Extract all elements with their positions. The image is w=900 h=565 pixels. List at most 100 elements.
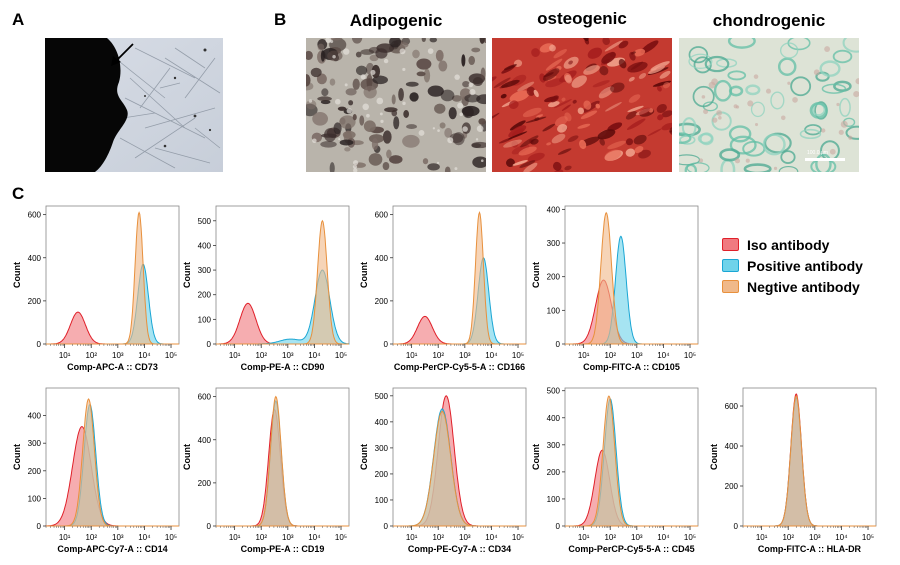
histogram-cd73: 0 200 400 600 10¹ 10² 10³ 10⁴ 10⁵ Comp-APC-A :: C… [10,200,185,380]
x-tick-label: 10¹ [756,533,768,542]
y-tick-label: 0 [207,340,212,349]
series-positive [565,398,698,527]
y-axis-label: Count [359,262,369,288]
y-tick-label: 400 [375,418,389,427]
x-tick-label: 10⁵ [862,533,874,542]
x-tick-label: 10³ [282,351,294,360]
x-tick-label: 10¹ [229,351,241,360]
series-positive [393,257,526,345]
osteogenic-image [492,38,672,172]
y-tick-label: 0 [384,340,389,349]
legend-label-negative: Negtive antibody [747,278,860,295]
stain-title-osteogenic: osteogenic [537,9,627,28]
series-iso [565,449,698,527]
series-negative [743,395,876,527]
y-tick-label: 100 [28,494,42,503]
series-negative [216,395,349,527]
x-tick-label: 10¹ [59,533,71,542]
y-tick-label: 0 [556,522,561,531]
histogram-cd166: 0 200 400 600 10¹ 10² 10³ 10⁴ 10⁵ Comp-PerCP-Cy5-… [357,200,532,380]
series-iso [45,426,179,527]
y-tick-label: 300 [198,266,212,275]
x-tick-label: 10⁵ [512,533,524,542]
legend-item-negative: Negtive antibody [722,276,863,297]
y-tick-label: 0 [556,340,561,349]
y-tick-label: 500 [375,392,389,401]
x-tick-label: 10³ [809,533,821,542]
histogram-hla-dr: 0 200 400 600 10¹ 10² 10³ 10⁴ 10⁵ Comp-FITC-A :: … [707,382,882,562]
series-iso [393,315,526,345]
x-tick-label: 10⁴ [485,533,498,542]
y-tick-label: 0 [37,340,42,349]
x-tick-label: 10¹ [578,533,590,542]
x-tick-label: 10⁴ [308,351,321,360]
x-tick-label: 10⁵ [165,351,177,360]
legend-swatch-iso [722,238,739,251]
series-iso [46,311,179,345]
y-tick-label: 600 [28,211,42,220]
y-tick-label: 100 [547,495,561,504]
y-tick-label: 600 [198,393,212,402]
x-tick-label: 10² [255,351,267,360]
y-tick-label: 200 [547,273,561,282]
x-tick-label: 10² [432,533,444,542]
legend-swatch-negative [722,280,739,293]
series-positive [565,235,698,345]
plot-frame [564,387,699,527]
histogram-cd105: 0 100 200 300 400 10¹ 10² 10³ 10⁴ 10⁵ Comp-FITC-A … [529,200,704,380]
x-tick-label: 10² [604,533,616,542]
x-axis-label: Comp-PE-A :: CD19 [241,544,325,554]
x-tick-label: 10³ [459,533,471,542]
y-axis-label: Count [531,444,541,470]
y-tick-label: 400 [725,442,739,451]
y-tick-label: 400 [198,436,212,445]
y-tick-label: 400 [198,241,212,250]
x-axis-label: Comp-FITC-A :: CD105 [583,362,680,372]
plot-frame [564,205,699,345]
x-tick-label: 10⁵ [335,533,347,542]
y-tick-label: 200 [547,468,561,477]
x-tick-label: 10³ [631,351,643,360]
x-tick-label: 10⁵ [684,351,696,360]
scale-bar-label: 100.0 µm [807,150,828,156]
x-tick-label: 10² [255,533,267,542]
series-negative [46,211,179,345]
y-tick-label: 300 [547,239,561,248]
histogram-cd90: 0 100 200 300 400 500 10¹ 10² 10³ 10⁴ 10⁵ Comp-PE-A… [180,200,355,380]
y-tick-label: 100 [375,496,389,505]
x-tick-label: 10² [432,351,444,360]
x-tick-label: 10⁵ [512,351,524,360]
histogram-cd45: 0 100 200 300 400 500 10¹ 10² 10³ 10⁴ 10⁵ Comp-PerC… [529,382,704,562]
y-tick-label: 300 [28,439,42,448]
y-tick-label: 100 [547,306,561,315]
x-axis-label: Comp-FITC-A :: HLA-DR [758,544,862,554]
y-tick-label: 300 [547,441,561,450]
y-tick-label: 200 [375,297,389,306]
x-tick-label: 10² [604,351,616,360]
y-tick-label: 200 [28,297,42,306]
x-tick-label: 10³ [112,351,124,360]
histogram-cd14: 0 100 200 300 400 10¹ 10² 10³ 10⁴ 10⁵ Comp-APC-Cy7… [10,382,185,562]
x-tick-label: 10⁴ [138,533,151,542]
y-axis-label: Count [359,444,369,470]
x-tick-label: 10³ [282,533,294,542]
x-axis-label: Comp-PerCP-Cy5-5-A :: CD166 [394,362,525,372]
histogram-cd34: 0 100 200 300 400 500 10¹ 10² 10³ 10⁴ 10⁵ Comp-PE-C… [357,382,532,562]
y-tick-label: 200 [375,470,389,479]
y-tick-label: 400 [28,254,42,263]
x-tick-label: 10¹ [229,533,241,542]
y-tick-label: 400 [547,414,561,423]
y-tick-label: 0 [37,522,42,531]
x-tick-label: 10² [85,533,97,542]
x-tick-label: 10¹ [578,351,590,360]
plot-frame [392,205,527,345]
x-axis-label: Comp-PE-A :: CD90 [241,362,325,372]
series-negative [393,410,526,527]
y-tick-label: 400 [547,205,561,214]
y-tick-label: 500 [198,217,212,226]
y-axis-label: Count [12,262,22,288]
y-tick-label: 400 [28,412,42,421]
y-tick-label: 0 [207,522,212,531]
y-axis-label: Count [182,262,192,288]
x-axis-label: Comp-APC-Cy7-A :: CD14 [57,544,167,554]
